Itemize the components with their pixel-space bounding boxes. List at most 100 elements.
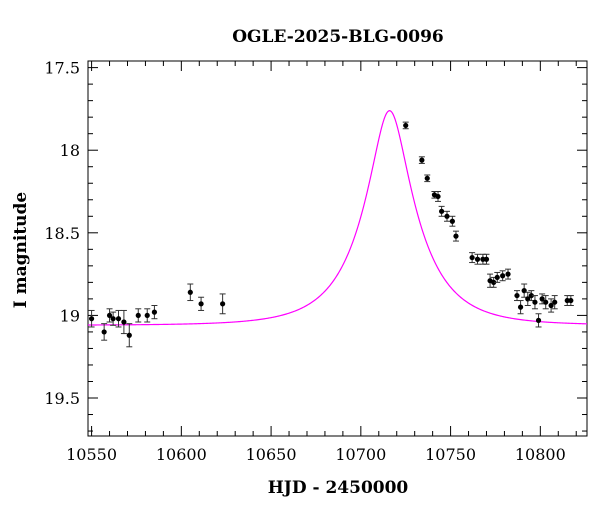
data-point	[88, 309, 95, 328]
data-points	[88, 121, 574, 348]
data-point	[219, 293, 226, 315]
point-marker	[220, 301, 226, 307]
data-point	[198, 296, 205, 311]
point-marker	[439, 208, 445, 214]
y-tick-label: 18	[60, 141, 80, 160]
point-marker	[480, 256, 486, 262]
point-marker	[494, 274, 500, 281]
data-point	[521, 283, 528, 298]
data-point	[424, 174, 431, 183]
data-point	[110, 311, 117, 326]
point-marker	[505, 271, 511, 277]
x-tick-label: 10800	[515, 445, 566, 464]
data-point	[187, 283, 194, 302]
y-tick-label: 19	[60, 306, 80, 325]
data-point	[144, 308, 151, 323]
x-tick-label: 10600	[156, 445, 207, 464]
data-point	[418, 156, 425, 164]
point-marker	[564, 297, 570, 304]
point-marker	[424, 175, 430, 181]
y-axis-label: I magnitude	[11, 192, 31, 309]
data-point	[402, 121, 409, 130]
data-point	[483, 253, 490, 265]
model-curve	[88, 110, 588, 326]
point-marker	[528, 292, 534, 299]
data-point	[564, 295, 571, 306]
data-point	[548, 298, 555, 313]
data-point	[542, 295, 549, 310]
chart-title: OGLE-2025-BLG-0096	[232, 27, 444, 47]
point-marker	[144, 312, 150, 319]
data-point	[452, 230, 459, 242]
data-point	[499, 270, 506, 282]
point-marker	[491, 279, 497, 285]
data-point	[513, 290, 520, 302]
point-marker	[449, 218, 455, 224]
point-marker	[548, 302, 554, 309]
point-marker	[552, 299, 558, 305]
point-marker	[126, 332, 132, 338]
plot-frame	[87, 60, 588, 437]
point-marker	[419, 157, 425, 163]
data-point	[438, 205, 445, 217]
data-point	[469, 252, 476, 264]
data-point	[490, 276, 497, 288]
data-point	[115, 309, 122, 328]
data-point	[474, 253, 481, 265]
x-tick-label: 10750	[425, 445, 476, 464]
data-point	[449, 215, 456, 227]
point-marker	[500, 273, 506, 279]
data-point	[531, 295, 538, 310]
data-point	[517, 300, 524, 315]
data-point	[535, 313, 542, 328]
x-axis-label: HJD - 2450000	[268, 478, 409, 498]
data-point	[435, 191, 442, 202]
y-tick-label: 19.5	[44, 389, 80, 408]
point-marker	[106, 312, 113, 319]
x-tick-label: 10700	[335, 445, 386, 464]
point-marker	[514, 292, 520, 299]
point-marker	[535, 317, 542, 323]
point-marker	[453, 233, 459, 239]
point-marker	[474, 256, 481, 262]
data-point	[505, 268, 512, 280]
data-point	[551, 295, 558, 310]
data-point	[135, 308, 142, 323]
point-marker	[539, 296, 545, 302]
point-marker	[532, 299, 538, 305]
point-marker	[483, 256, 490, 262]
axis-ticks	[88, 61, 587, 436]
point-marker	[517, 304, 524, 310]
x-tick-label: 10550	[66, 445, 117, 464]
point-marker	[187, 289, 193, 295]
point-marker	[198, 301, 204, 307]
y-tick-label: 17.5	[44, 59, 80, 78]
tick-labels: 10550 10600 10650 10700 10750 10800 17.5 18 18.5…	[44, 59, 565, 464]
data-point	[443, 210, 450, 222]
data-point	[524, 291, 531, 306]
point-marker	[435, 193, 441, 200]
point-marker	[543, 299, 549, 305]
point-marker	[110, 316, 116, 322]
point-marker	[121, 319, 127, 325]
point-marker	[88, 316, 95, 322]
point-marker	[151, 309, 158, 315]
x-tick-label: 10650	[246, 445, 297, 464]
data-point	[494, 271, 501, 283]
data-point	[101, 323, 108, 341]
point-marker	[101, 329, 107, 335]
data-point	[528, 290, 535, 302]
point-marker	[568, 297, 574, 304]
point-marker	[403, 122, 409, 129]
point-marker	[135, 312, 141, 319]
point-marker	[469, 254, 475, 261]
data-point	[120, 309, 127, 335]
data-point	[126, 323, 133, 348]
data-point	[151, 304, 158, 320]
data-point	[567, 295, 574, 306]
data-point	[106, 308, 113, 323]
y-tick-label: 18.5	[44, 224, 80, 243]
point-marker	[115, 316, 122, 322]
point-marker	[444, 213, 450, 219]
